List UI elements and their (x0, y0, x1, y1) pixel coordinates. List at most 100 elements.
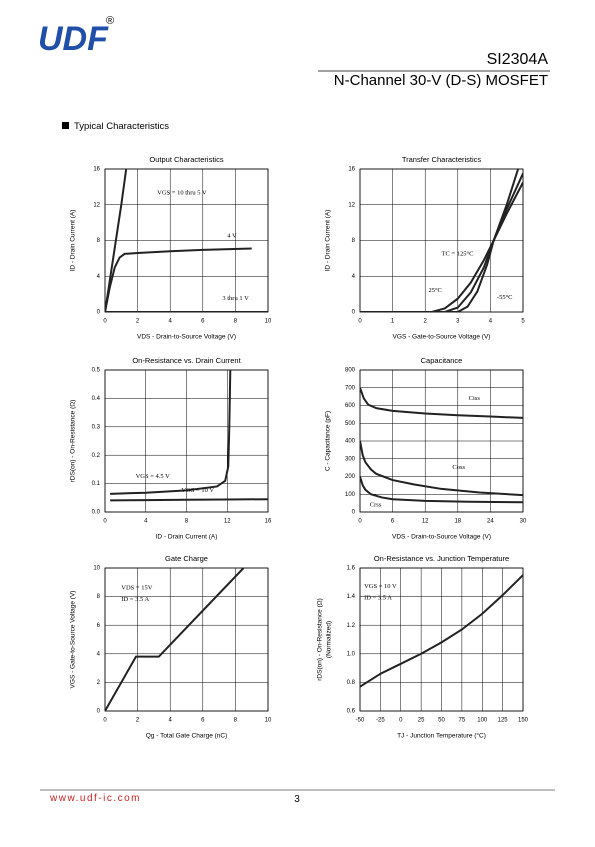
y-tick-label: 4 (97, 274, 101, 280)
y-tick-label: 0.4 (92, 396, 101, 402)
y-tick-label: 700 (345, 385, 356, 391)
series-label: VGS = 10 thru 5 V (157, 190, 207, 197)
x-axis-label: Qg - Total Gate Charge (nC) (146, 733, 228, 740)
data-line (105, 568, 245, 711)
y-tick-label: 0.6 (347, 709, 356, 715)
x-tick-label: 75 (459, 718, 466, 724)
description: N-Channel 30-V (D-S) MOSFET (334, 72, 548, 89)
footer-url: www.udf-ic.com (49, 793, 141, 804)
y-tick-label: 8 (97, 594, 101, 600)
x-tick-label: 2 (424, 319, 428, 325)
x-axis-label: VGS - Gate-to-Source Voltage (V) (393, 334, 491, 341)
y-tick-label: 400 (345, 439, 356, 445)
y-tick-label: 10 (93, 566, 100, 572)
annotation: VGS = 10 V (364, 583, 397, 590)
plot-area (110, 370, 268, 502)
data-line (110, 370, 232, 495)
chart-title: Output Characteristics (149, 155, 223, 164)
x-tick-label: 8 (185, 519, 189, 525)
chart-title: On-Resistance vs. Drain Current (132, 356, 241, 365)
y-tick-label: 2 (97, 680, 101, 686)
y-tick-label: 200 (345, 474, 356, 480)
y-axis-label: VGS - Gate-to-Source Voltage (V) (70, 591, 77, 689)
y-axis-label: (Normalized) (326, 621, 333, 658)
y-tick-label: 0 (352, 510, 356, 516)
data-line (360, 440, 523, 497)
plot-area (105, 568, 245, 711)
x-tick-label: 10 (265, 718, 272, 724)
chart-title: Transfer Characteristics (402, 155, 482, 164)
x-tick-label: 0 (399, 718, 403, 724)
series-label: Ciss (469, 395, 481, 402)
y-axis-label: ID - Drain Current (A) (70, 210, 77, 272)
page-number: 3 (294, 794, 300, 805)
series-label: VGS = 10 V (181, 487, 214, 494)
y-tick-label: 4 (97, 651, 101, 657)
x-tick-label: 10 (265, 319, 272, 325)
chart-title: Gate Charge (165, 554, 208, 563)
annotation: ID = 3.5 A (121, 596, 149, 603)
x-tick-label: 4 (169, 319, 173, 325)
plot-area (360, 574, 523, 688)
x-tick-label: 6 (201, 718, 205, 724)
x-axis-label: VDS - Drain-to-Source Voltage (V) (137, 334, 236, 341)
y-tick-label: 1.4 (347, 594, 356, 600)
y-tick-label: 100 (345, 492, 356, 498)
annotation: VDS = 15V (121, 585, 152, 592)
y-tick-label: 0.5 (92, 368, 101, 374)
y-tick-label: 0.2 (92, 453, 101, 459)
x-tick-label: 2 (136, 718, 140, 724)
y-tick-label: 0 (97, 709, 101, 715)
y-tick-label: 0 (352, 310, 356, 316)
x-tick-label: 12 (422, 519, 429, 525)
x-tick-label: 30 (520, 519, 527, 525)
x-tick-label: 100 (477, 718, 488, 724)
data-line (360, 574, 523, 688)
x-tick-label: 3 (456, 319, 460, 325)
data-line (360, 169, 520, 312)
y-tick-label: 12 (348, 202, 355, 208)
series-label: -55°C (497, 294, 513, 301)
y-tick-label: 0 (97, 310, 101, 316)
x-tick-label: 12 (224, 519, 231, 525)
y-tick-label: 12 (93, 202, 100, 208)
y-tick-label: 1.0 (347, 651, 356, 657)
series-label: 3 thru 1 V (222, 295, 249, 302)
x-tick-label: 24 (487, 519, 494, 525)
data-line (105, 247, 252, 312)
x-tick-label: 6 (201, 319, 205, 325)
y-tick-label: 0.1 (92, 481, 101, 487)
y-tick-label: 500 (345, 421, 356, 427)
y-tick-label: 8 (97, 238, 101, 244)
plot-frame (104, 369, 269, 513)
x-tick-label: 1 (391, 319, 395, 325)
plot-frame (104, 567, 269, 712)
x-tick-label: 8 (234, 319, 238, 325)
x-tick-label: 8 (234, 718, 238, 724)
x-tick-label: 4 (169, 718, 173, 724)
x-tick-label: 0 (358, 519, 362, 525)
x-tick-label: 0 (358, 319, 362, 325)
x-tick-label: 16 (265, 519, 272, 525)
x-tick-label: 4 (144, 519, 148, 525)
y-tick-label: 16 (93, 167, 100, 173)
x-tick-label: -25 (376, 718, 385, 724)
series-label: 25°C (428, 287, 441, 294)
bullet (62, 122, 69, 129)
data-line (360, 476, 523, 504)
data-line (360, 387, 523, 419)
x-tick-label: 0 (103, 718, 107, 724)
x-axis-label: VDS - Drain-to-Source Voltage (V) (392, 534, 491, 541)
x-tick-label: -50 (356, 718, 365, 724)
series-label: Coss (452, 464, 465, 471)
y-tick-label: 0.3 (92, 424, 101, 430)
x-tick-label: 18 (454, 519, 461, 525)
y-axis-label: ID - Drain Current (A) (325, 210, 332, 272)
series-label: VGS = 4.5 V (136, 473, 171, 480)
y-tick-label: 800 (345, 368, 356, 374)
chart-title: Capacitance (421, 356, 463, 365)
x-tick-label: 150 (518, 718, 529, 724)
registered-mark: ® (106, 15, 114, 27)
x-tick-label: 0 (103, 519, 107, 525)
